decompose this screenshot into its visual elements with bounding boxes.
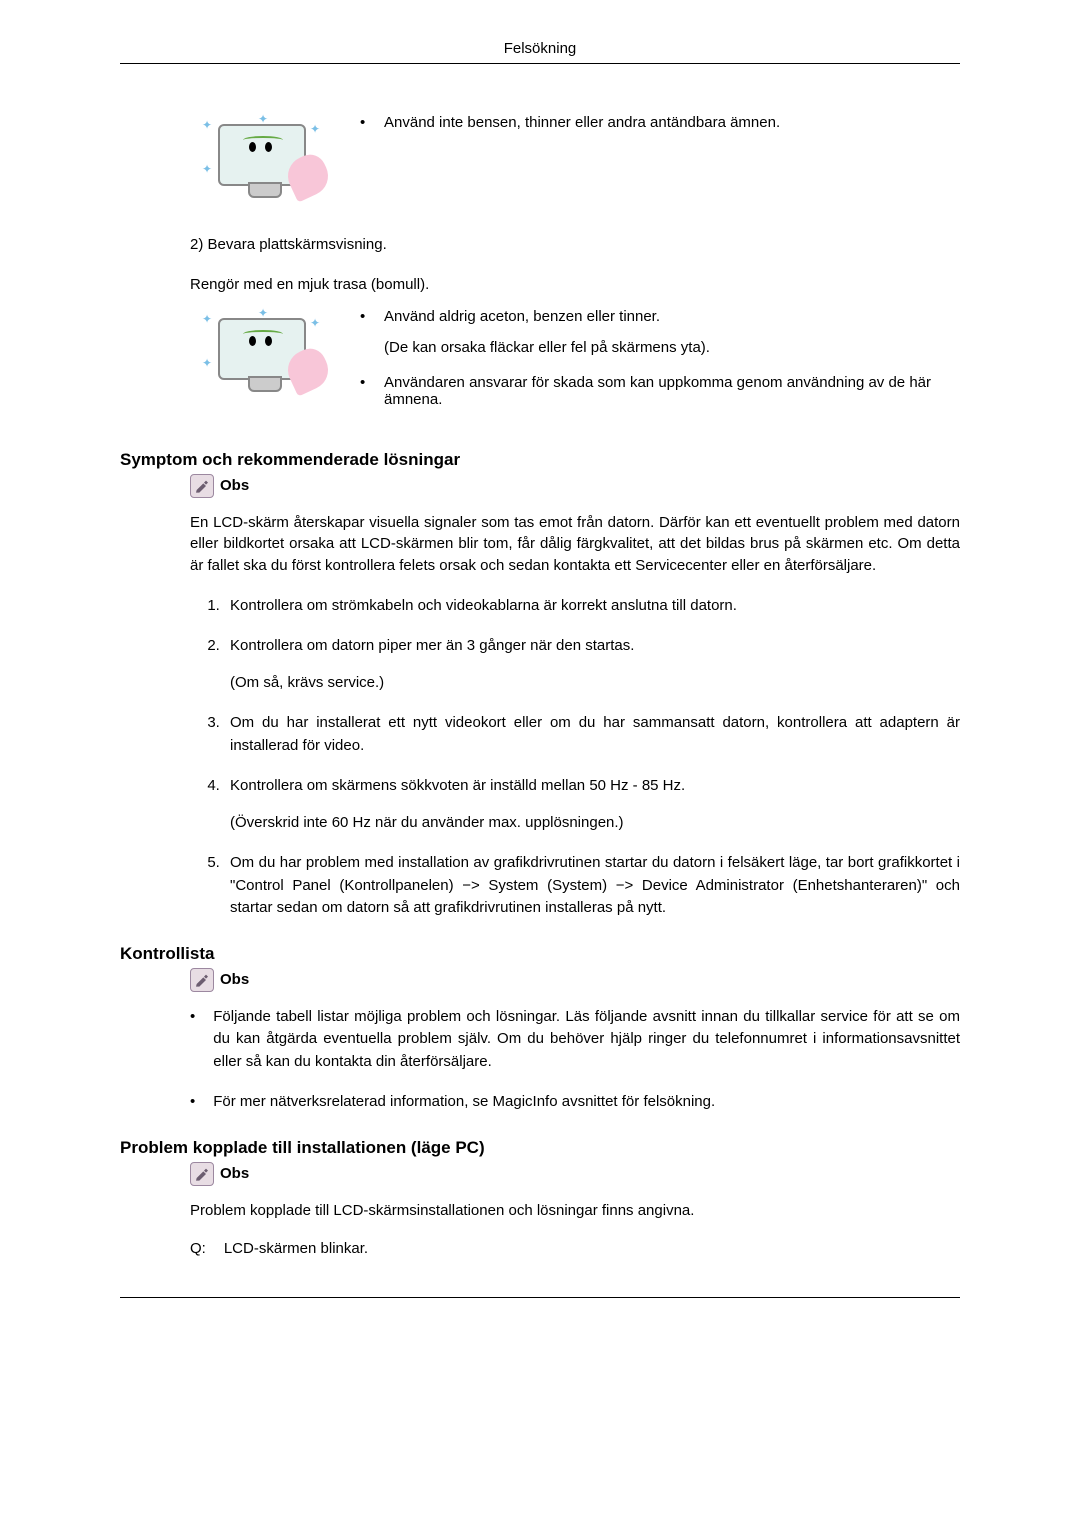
install-paragraph: Problem kopplade till LCD-skärmsinstalla… — [190, 1200, 960, 1222]
bullet-dot: • — [190, 1091, 195, 1114]
list-item: Om du har problem med installation av gr… — [224, 852, 960, 920]
illustration-block-2: ✦✦✦✦ • Använd aldrig aceton, benzen elle… — [200, 308, 960, 426]
li-subtext: (Om så, krävs service.) — [230, 672, 960, 695]
symptom-ordered-list: Kontrollera om strömkabeln och videokabl… — [190, 595, 960, 920]
note-label: Obs — [220, 971, 249, 988]
bullet-2-text: Användaren ansvarar för skada som kan up… — [384, 374, 960, 408]
monitor-cleaning-illustration-1: ✦✦✦✦ — [200, 114, 330, 214]
li-text: Om du har problem med installation av gr… — [230, 854, 960, 916]
bullet-dot: • — [360, 374, 366, 408]
cloth-instruction: Rengör med en mjuk trasa (bomull). — [190, 274, 960, 296]
checklist-bullets: • Följande tabell listar möjliga problem … — [190, 1006, 960, 1114]
list-item: Kontrollera om strömkabeln och videokabl… — [224, 595, 960, 618]
note-label: Obs — [220, 477, 249, 494]
note-icon — [190, 1162, 214, 1186]
li-text: Kontrollera om datorn piper mer än 3 gån… — [230, 637, 634, 654]
note-icon — [190, 474, 214, 498]
page-header: Felsökning — [120, 40, 960, 64]
bullet-dot: • — [360, 114, 366, 131]
list-item: • Följande tabell listar möjliga problem … — [190, 1006, 960, 1074]
list-item: Kontrollera om skärmens sökkvoten är ins… — [224, 775, 960, 834]
bullet-1-subtext: (De kan orsaka fläckar eller fel på skär… — [384, 339, 710, 356]
li-text: Kontrollera om skärmens sökkvoten är ins… — [230, 777, 685, 794]
qa-question-text: LCD-skärmen blinkar. — [224, 1240, 368, 1257]
footer-divider — [120, 1297, 960, 1298]
monitor-cleaning-illustration-2: ✦✦✦✦ — [200, 308, 330, 408]
li-text: Om du har installerat ett nytt videokort… — [230, 714, 960, 754]
bullet-dot: • — [360, 308, 366, 356]
list-item: Om du har installerat ett nytt videokort… — [224, 712, 960, 757]
li-text: För mer nätverksrelaterad information, s… — [213, 1091, 715, 1114]
section-heading-install: Problem kopplade till installationen (lä… — [120, 1138, 960, 1158]
note-label: Obs — [220, 1165, 249, 1182]
intro-bullet-text: Använd inte bensen, thinner eller andra … — [384, 114, 780, 131]
bullet-1-text: Använd aldrig aceton, benzen eller tinne… — [384, 308, 710, 325]
li-text: Kontrollera om strömkabeln och videokabl… — [230, 597, 737, 614]
qa-row: Q: LCD-skärmen blinkar. — [190, 1240, 960, 1257]
note-row: Obs — [190, 1162, 960, 1186]
note-icon — [190, 968, 214, 992]
li-text: Följande tabell listar möjliga problem o… — [213, 1006, 960, 1074]
list-item: Kontrollera om datorn piper mer än 3 gån… — [224, 635, 960, 694]
li-subtext: (Överskrid inte 60 Hz när du använder ma… — [230, 812, 960, 835]
symptom-paragraph: En LCD-skärm återskapar visuella signale… — [190, 512, 960, 577]
bullet-dot: • — [190, 1006, 195, 1074]
illustration-block-1: ✦✦✦✦ • Använd inte bensen, thinner eller… — [200, 114, 960, 214]
section-heading-checklist: Kontrollista — [120, 944, 960, 964]
list-item: • För mer nätverksrelaterad information, … — [190, 1091, 960, 1114]
qa-question-label: Q: — [190, 1240, 206, 1257]
note-row: Obs — [190, 968, 960, 992]
section-heading-symptom: Symptom och rekommenderade lösningar — [120, 450, 960, 470]
step-2-title: 2) Bevara plattskärmsvisning. — [190, 234, 960, 256]
note-row: Obs — [190, 474, 960, 498]
